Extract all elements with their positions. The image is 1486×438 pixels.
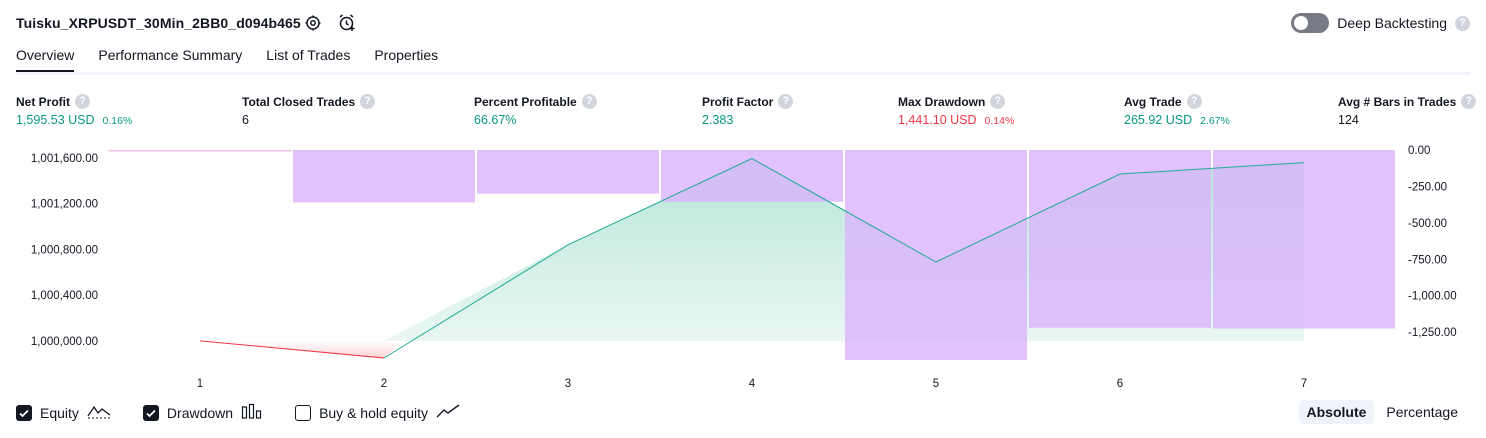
settings-gear-icon[interactable] [304,14,322,32]
drawdown-bar [1213,150,1395,329]
metric-value: 1,595.53 USD [16,113,95,127]
buy-hold-line-icon [436,403,460,422]
legend-label: Equity [40,404,79,421]
x-axis-tick-label: 5 [933,378,939,390]
legend-equity[interactable]: Equity [16,403,111,422]
x-axis-tick-label: 6 [1117,378,1123,390]
metric-percent: 0.16% [102,115,133,127]
left-axis-tick-label: 1,001,200.00 [31,199,98,211]
checkbox-unchecked-icon[interactable] [295,404,312,421]
drawdown-bar [293,150,475,203]
metric-percent-profitable: Percent Profitable? 66.67% [474,94,597,127]
deep-backtesting-toggle[interactable] [1291,13,1330,33]
metric-percent: 2.67% [1200,115,1230,127]
metric-label: Profit Factor [702,94,774,109]
right-axis-tick-label: -500.00 [1408,218,1447,230]
equity-line-segment [1119,162,1305,175]
right-axis-tick-label: -250.00 [1408,181,1447,193]
equity-line-segment [935,173,1121,263]
help-icon[interactable]: ? [1186,94,1202,109]
tab-bar: Overview Performance Summary List of Tra… [16,47,438,73]
metric-label: Net Profit [16,94,70,109]
help-icon[interactable]: ? [360,94,376,109]
metric-label: Total Closed Trades [242,94,356,109]
deep-backtesting: Deep Backtesting ? [1291,13,1470,33]
display-mode-switch: Absolute Percentage [1298,400,1467,424]
metric-value: 2.383 [702,113,734,127]
equity-line-segment [751,158,937,263]
checkbox-checked-icon[interactable] [142,404,159,421]
equity-drawdown-chart[interactable]: 1,001,600.00 1,001,200.00 1,000,800.00 1,00… [0,140,1486,395]
legend-label: Drawdown [166,404,234,421]
mode-percentage-button[interactable]: Percentage [1386,404,1458,420]
right-axis-tick-label: -1,250.00 [1408,327,1457,339]
left-axis-tick-label: 1,000,000.00 [31,336,98,348]
metric-percent: 0.14% [984,115,1015,127]
metric-label: Percent Profitable [474,94,577,109]
metric-label: Avg # Bars in Trades [1338,94,1457,109]
drawdown-bar [477,150,659,194]
help-icon[interactable]: ? [75,94,90,109]
tab-properties[interactable]: Properties [374,47,439,63]
metric-value: 124 [1338,113,1359,127]
x-axis-tick-label: 4 [749,378,756,390]
metric-avg-trade: Avg Trade? 265.92 USD 2.67% [1124,94,1230,127]
equity-line-segment [199,340,385,359]
metric-label: Avg Trade [1124,94,1182,109]
legend-label: Buy & hold equity [319,404,429,421]
help-icon[interactable]: ? [990,94,1006,109]
equity-line-segment [383,244,569,359]
strategy-title: Tuisku_XRPUSDT_30Min_2BB0_d094b465 [16,15,301,31]
metric-avg-bars-in-trades: Avg # Bars in Trades? 124 [1338,94,1477,127]
drawdown-bars-icon [241,403,263,422]
metric-net-profit: Net Profit? 1,595.53 USD 0.16% [16,94,132,127]
equity-line-segment [567,158,753,246]
chart-legend: Equity Drawdown Buy & hold equity [16,403,492,422]
metric-value: 66.67% [474,113,517,127]
help-icon[interactable]: ? [581,94,597,109]
left-axis-tick-label: 1,000,800.00 [31,244,98,256]
right-axis-tick-label: -1,000.00 [1408,291,1457,303]
tab-overview[interactable]: Overview [16,47,75,73]
drawdown-bar [845,150,1027,360]
x-axis-tick-label: 2 [381,378,387,390]
left-axis-tick-label: 1,001,600.00 [31,153,98,165]
metric-value: 265.92 USD [1124,113,1193,127]
help-icon[interactable]: ? [778,94,794,109]
x-axis-tick-label: 3 [565,378,571,390]
right-axis-tick-label: 0.00 [1408,145,1430,157]
tab-performance-summary[interactable]: Performance Summary [98,47,243,63]
left-axis-tick-label: 1,000,400.00 [31,290,98,302]
legend-drawdown[interactable]: Drawdown [142,403,263,422]
metric-label: Max Drawdown [898,94,986,109]
right-axis-tick-label: -750.00 [1408,254,1447,266]
tabs-divider [16,72,1470,75]
add-alert-clock-icon[interactable] [338,14,356,32]
metric-total-closed-trades: Total Closed Trades? 6 [242,94,376,127]
drawdown-bar [1029,150,1211,328]
tab-list-of-trades[interactable]: List of Trades [266,47,351,63]
help-icon[interactable]: ? [1461,94,1477,109]
help-icon[interactable]: ? [1455,15,1470,31]
metric-profit-factor: Profit Factor? 2.383 [702,94,794,127]
mode-absolute-button[interactable]: Absolute [1298,400,1375,424]
legend-buy-hold-equity[interactable]: Buy & hold equity [295,403,460,422]
metric-value: 1,441.10 USD [898,113,977,127]
deep-backtesting-label: Deep Backtesting [1337,15,1447,31]
x-axis-tick-label: 7 [1301,378,1307,390]
checkbox-checked-icon[interactable] [16,404,32,421]
metric-value: 6 [242,113,249,127]
equity-line-icon [87,403,111,422]
metric-max-drawdown: Max Drawdown? 1,441.10 USD 0.14% [898,94,1014,127]
x-axis-tick-label: 1 [197,378,203,390]
toggle-knob [1294,16,1309,30]
